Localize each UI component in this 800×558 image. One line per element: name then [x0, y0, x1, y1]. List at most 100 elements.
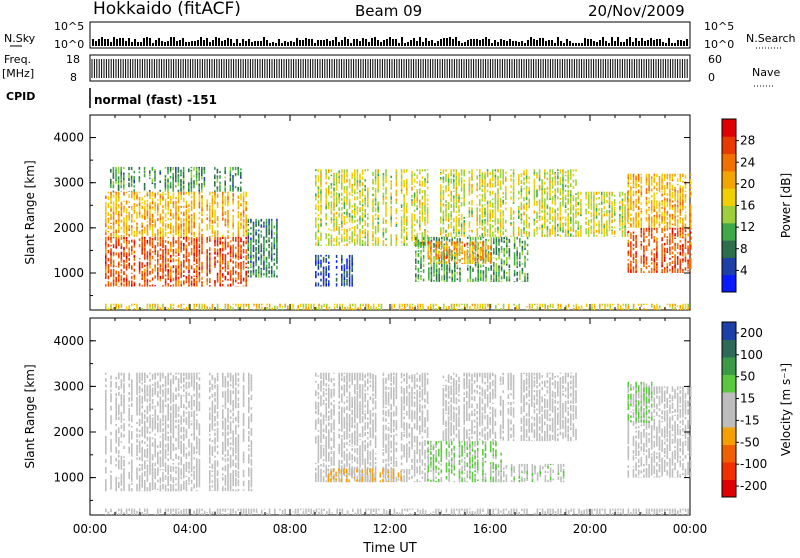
- heatmap-cell: [479, 182, 481, 185]
- heatmap-cell: [420, 271, 422, 272]
- heatmap-cell: [240, 251, 242, 253]
- heatmap-cell: [139, 231, 141, 235]
- heatmap-cell: [217, 281, 219, 282]
- heatmap-cell: [325, 206, 327, 210]
- heatmap-cell: [354, 169, 356, 172]
- heatmap-cell: [482, 250, 484, 254]
- heatmap-cell: [483, 237, 485, 238]
- heatmap-cell: [438, 237, 440, 239]
- nsky-bar: [194, 41, 196, 46]
- heatmap-cell: [115, 210, 117, 212]
- heatmap-cell: [227, 265, 229, 268]
- heatmap-cell: [464, 251, 466, 254]
- heatmap-cell: [201, 264, 203, 266]
- heatmap-cell: [567, 203, 569, 205]
- heatmap-cell: [338, 173, 340, 174]
- heatmap-cell: [268, 254, 270, 257]
- heatmap-cell: [469, 255, 471, 258]
- heatmap-cell: [489, 209, 491, 213]
- heatmap-cell: [390, 200, 392, 201]
- heatmap-cell: [377, 186, 379, 189]
- heatmap-cell: [201, 201, 203, 203]
- heatmap-cell: [401, 169, 403, 172]
- nsky-bar: [635, 38, 637, 46]
- heatmap-cell: [446, 249, 448, 251]
- heatmap-cell: [123, 192, 125, 196]
- heatmap-cell: [453, 169, 455, 171]
- heatmap-cell: [235, 262, 237, 264]
- heatmap-cell: [183, 281, 185, 285]
- heatmap-cell: [406, 222, 408, 223]
- heatmap-cell: [427, 218, 429, 220]
- heatmap-cell: [196, 174, 198, 176]
- heatmap-cell: [528, 201, 530, 203]
- heatmap-cell: [476, 183, 478, 185]
- heatmap-cell: [362, 190, 364, 193]
- heatmap-cell: [588, 192, 590, 195]
- heatmap-cell: [141, 202, 143, 203]
- heatmap-cell: [261, 275, 263, 277]
- heatmap-cell: [526, 231, 528, 234]
- heatmap-cell: [403, 211, 405, 215]
- heatmap-cell: [573, 221, 575, 224]
- heatmap-cell: [261, 268, 263, 269]
- heatmap-cell: [450, 169, 452, 173]
- heatmap-cell: [483, 265, 485, 267]
- heatmap-cell: [131, 273, 133, 274]
- heatmap-cell: [248, 229, 250, 231]
- heatmap-cell: [227, 235, 229, 237]
- heatmap-cell: [527, 237, 529, 239]
- heatmap-cell: [519, 261, 521, 264]
- heatmap-cell: [416, 197, 418, 201]
- heatmap-cell: [338, 199, 340, 200]
- heatmap-cell: [458, 194, 460, 196]
- nsky-bar: [536, 40, 538, 46]
- heatmap-cell: [167, 168, 169, 170]
- heatmap-cell: [495, 219, 497, 223]
- heatmap-cell: [501, 277, 503, 280]
- heatmap-cell: [482, 204, 484, 207]
- heatmap-cell: [510, 169, 512, 170]
- heatmap-cell: [456, 235, 458, 236]
- heatmap-cell: [476, 212, 478, 214]
- heatmap-cell: [459, 248, 461, 251]
- heatmap-cell: [160, 243, 162, 246]
- heatmap-cell: [175, 185, 177, 186]
- heatmap-cell: [344, 239, 346, 242]
- heatmap-cell: [147, 221, 149, 222]
- heatmap-cell: [560, 222, 562, 223]
- heatmap-cell: [214, 181, 216, 184]
- heatmap-cell: [318, 214, 320, 216]
- heatmap-cell: [206, 282, 208, 285]
- heatmap-cell: [118, 286, 120, 287]
- heatmap-cell: [212, 205, 214, 208]
- heatmap-cell: [139, 283, 141, 286]
- heatmap-cell: [172, 174, 174, 177]
- heatmap-cell: [225, 219, 227, 222]
- heatmap-cell: [383, 193, 385, 196]
- heatmap-cell: [549, 180, 551, 183]
- heatmap-cell: [167, 237, 169, 238]
- heatmap-cell: [446, 270, 448, 272]
- heatmap-cell: [482, 233, 484, 237]
- heatmap-cell: [448, 213, 450, 217]
- heatmap-cell: [506, 257, 508, 260]
- heatmap-cell: [315, 284, 317, 287]
- heatmap-cell: [115, 230, 117, 231]
- heatmap-cell: [147, 253, 149, 256]
- heatmap-cell: [506, 276, 508, 279]
- heatmap-cell: [222, 280, 224, 281]
- heatmap-cell: [141, 225, 143, 228]
- heatmap-cell: [411, 213, 413, 215]
- heatmap-cell: [385, 220, 387, 223]
- heatmap-cell: [588, 202, 590, 205]
- heatmap-cell: [126, 201, 128, 203]
- heatmap-cell: [375, 243, 377, 245]
- heatmap-cell: [123, 262, 125, 265]
- heatmap-cell: [240, 218, 242, 220]
- heatmap-cell: [180, 232, 182, 235]
- heatmap-cell: [461, 232, 463, 234]
- heatmap-cell: [201, 281, 203, 283]
- heatmap-cell: [359, 201, 361, 203]
